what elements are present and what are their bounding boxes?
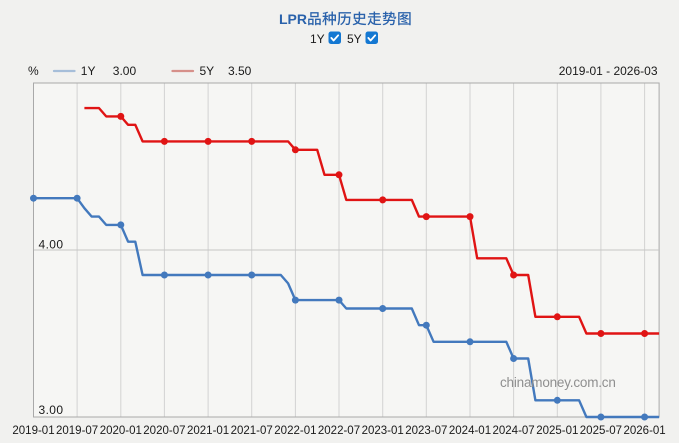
svg-text:2023-07: 2023-07: [405, 425, 447, 437]
svg-text:LPR: LPR: [279, 11, 307, 27]
svg-text:2026-01: 2026-01: [623, 425, 665, 437]
svg-text:5Y: 5Y: [200, 64, 215, 78]
svg-text:3.50: 3.50: [228, 64, 252, 78]
svg-text:2024-01: 2024-01: [449, 425, 491, 437]
svg-text:2022-01: 2022-01: [274, 425, 316, 437]
svg-text:2019-01: 2019-01: [12, 425, 54, 437]
svg-text:5Y: 5Y: [347, 32, 362, 46]
svg-text:2021-01: 2021-01: [187, 425, 229, 437]
svg-text:2025-01: 2025-01: [536, 425, 578, 437]
svg-text:2020-01: 2020-01: [100, 425, 142, 437]
svg-text:1Y: 1Y: [81, 64, 96, 78]
svg-text:2023-01: 2023-01: [362, 425, 404, 437]
svg-text:2019-07: 2019-07: [56, 425, 98, 437]
svg-text:%: %: [28, 64, 39, 78]
svg-text:2022-07: 2022-07: [318, 425, 360, 437]
svg-text:2020-07: 2020-07: [143, 425, 185, 437]
svg-text:2019-01 - 2026-03: 2019-01 - 2026-03: [559, 64, 658, 78]
svg-text:2021-07: 2021-07: [231, 425, 273, 437]
svg-text:1Y: 1Y: [310, 32, 325, 46]
svg-text:chinamoney.com.cn: chinamoney.com.cn: [500, 375, 616, 390]
svg-text:3.00: 3.00: [39, 403, 64, 417]
svg-text:3.00: 3.00: [113, 64, 137, 78]
svg-text:2024-07: 2024-07: [492, 425, 534, 437]
svg-text:2025-07: 2025-07: [580, 425, 622, 437]
svg-text:4.00: 4.00: [39, 238, 64, 252]
